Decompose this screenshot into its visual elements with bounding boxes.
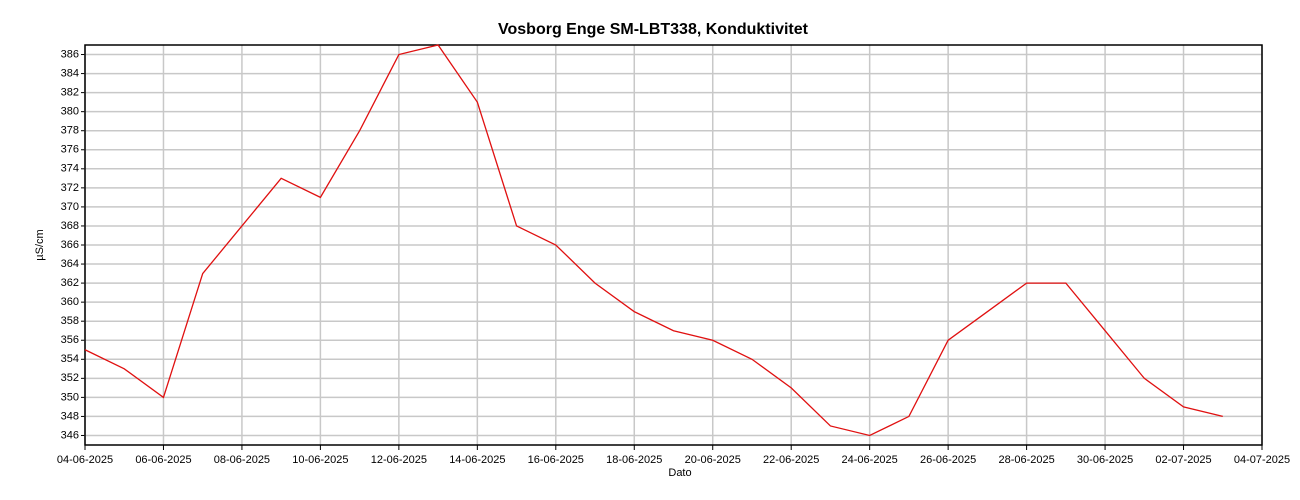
- x-tick-label: 20-06-2025: [685, 454, 741, 466]
- x-tick-label: 14-06-2025: [449, 454, 505, 466]
- plot-frame: [84, 44, 1263, 446]
- y-tick-label: 366: [61, 239, 79, 251]
- x-axis-label: Dato: [668, 467, 691, 479]
- x-tick-label: 26-06-2025: [920, 454, 976, 466]
- data-line: [84, 44, 1223, 437]
- x-tick-label: 08-06-2025: [214, 454, 270, 466]
- x-tick-label: 30-06-2025: [1077, 454, 1133, 466]
- y-tick-label: 350: [61, 391, 79, 403]
- y-tick-label: 378: [61, 125, 79, 137]
- x-tick-label: 24-06-2025: [842, 454, 898, 466]
- y-tick-label: 360: [61, 296, 79, 308]
- x-tick-label: 12-06-2025: [371, 454, 427, 466]
- y-tick-label: 370: [61, 201, 79, 213]
- y-tick-label: 358: [61, 315, 79, 327]
- y-tick-label: 368: [61, 220, 79, 232]
- y-axis-label: µS/cm: [34, 229, 46, 260]
- y-tick-label: 374: [61, 163, 79, 175]
- x-tick-label: 06-06-2025: [135, 454, 191, 466]
- x-tick-label: 02-07-2025: [1155, 454, 1211, 466]
- x-tick-label: 22-06-2025: [763, 454, 819, 466]
- y-tick-label: 376: [61, 144, 79, 156]
- x-tick-label: 18-06-2025: [606, 454, 662, 466]
- y-tick-label: 346: [61, 429, 79, 441]
- y-tick-label: 348: [61, 410, 79, 422]
- x-tick-label: 28-06-2025: [998, 454, 1054, 466]
- y-tick-label: 356: [61, 334, 79, 346]
- y-tick-label: 354: [61, 353, 79, 365]
- y-tick-label: 380: [61, 106, 79, 118]
- x-tick-label: 16-06-2025: [528, 454, 584, 466]
- y-tick-label: 372: [61, 182, 79, 194]
- x-tick-label: 04-07-2025: [1234, 454, 1290, 466]
- chart-title: Vosborg Enge SM-LBT338, Konduktivitet: [498, 21, 809, 38]
- y-tick-label: 352: [61, 372, 79, 384]
- x-tick-label: 10-06-2025: [292, 454, 348, 466]
- y-tick-label: 382: [61, 87, 79, 99]
- y-tick-label: 386: [61, 48, 79, 60]
- y-tick-label: 362: [61, 277, 79, 289]
- y-tick-label: 364: [61, 258, 79, 270]
- x-tick-label: 04-06-2025: [57, 454, 113, 466]
- y-tick-label: 384: [61, 67, 79, 79]
